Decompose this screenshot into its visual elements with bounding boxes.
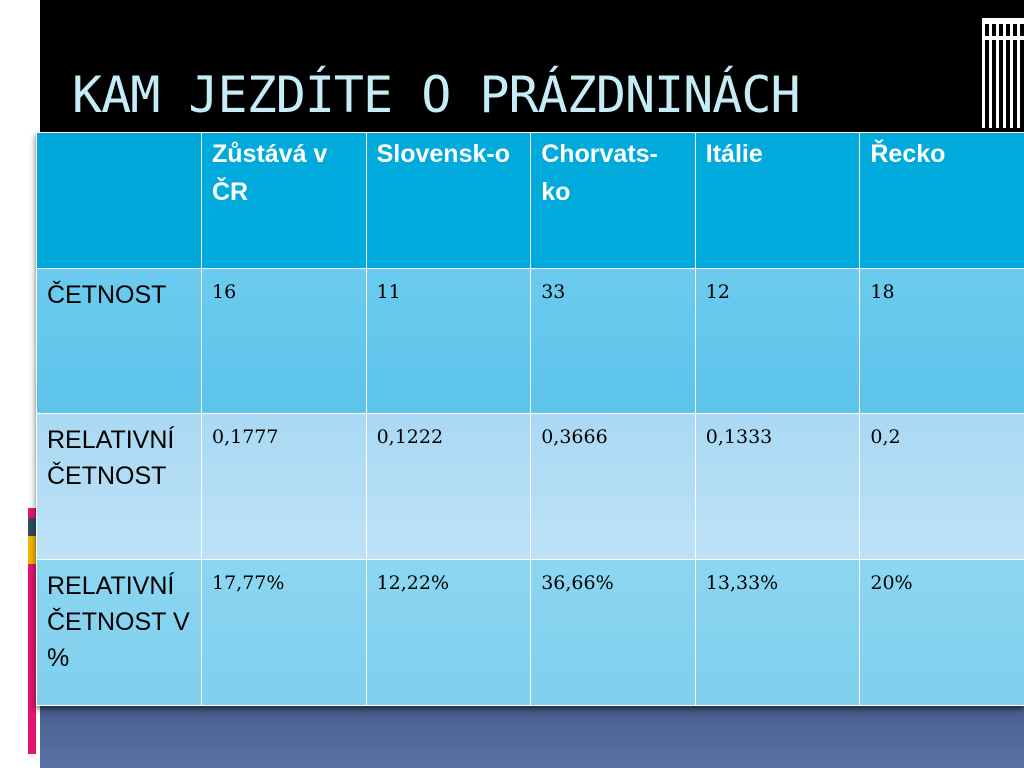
table-header-cell: Itálie [694,132,861,269]
table-cell: 12 [694,267,861,415]
table-cell: 0,1333 [694,413,861,561]
table-header-cell: Řecko [859,132,1024,269]
table-cell: 11 [365,267,532,415]
table-header-cell: Zůstává v ČR [201,132,367,269]
table-row: RELATIVNÍ ČETNOST 0,1777 0,1222 0,3666 0… [36,413,1024,561]
table-header-cell [36,132,202,269]
table-cell: 20% [859,559,1024,706]
table-cell: 0,1777 [201,413,367,561]
table-cell: 0,3666 [530,413,696,561]
table-cell: 0,2 [859,413,1024,561]
data-table: Zůstává v ČR Slovensk-o Chorvats-ko Itál… [36,132,1024,706]
table-cell: 36,66% [530,559,696,706]
row-label: RELATIVNÍ ČETNOST [36,413,202,561]
table-cell: 12,22% [365,559,532,706]
slide-title: KAM JEZDÍTE O PRÁZDNINÁCH [72,66,801,124]
table-cell: 17,77% [201,559,367,706]
table-header-cell: Chorvats-ko [530,132,696,269]
table-header-cell: Slovensk-o [365,132,532,269]
table-cell: 16 [201,267,367,415]
data-table-container: Zůstává v ČR Slovensk-o Chorvats-ko Itál… [36,132,1024,706]
ruler-bar-mid [982,36,1024,40]
table-cell: 33 [530,267,696,415]
deco-stripe-pink [28,508,40,518]
table-cell: 0,1222 [365,413,532,561]
table-header-row: Zůstává v ČR Slovensk-o Chorvats-ko Itál… [36,132,1024,269]
table-row: ČETNOST 16 11 33 12 18 [36,267,1024,415]
table-cell: 13,33% [694,559,861,706]
deco-stripe-pink-long [28,564,36,754]
ruler-bar-top [982,18,1024,24]
row-label: ČETNOST [36,267,202,415]
table-row: RELATIVNÍ ČETNOST V % 17,77% 12,22% 36,6… [36,559,1024,706]
table-cell: 18 [859,267,1024,415]
row-label: RELATIVNÍ ČETNOST V % [36,559,202,706]
ruler-graphic [982,18,1024,128]
